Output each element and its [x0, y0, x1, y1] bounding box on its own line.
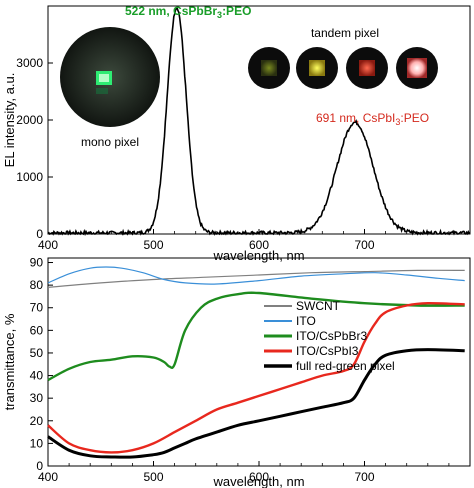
- top-y-tick-label: 2000: [16, 113, 43, 127]
- tandem-pixel-red-icon: [346, 47, 388, 89]
- bottom-x-tick-label: 600: [249, 470, 269, 484]
- tandem-pixel-dim-green-icon: [248, 47, 290, 89]
- bottom-y-tick-label: 30: [30, 391, 44, 405]
- tandem-pixel-label: tandem pixel: [311, 26, 379, 40]
- legend: SWCNT ITO ITO/CsPbBr3 ITO/CsPbI3 full re…: [264, 299, 395, 373]
- tandem-pixel-yellow-icon: [296, 47, 338, 89]
- legend-label-swcnt: SWCNT: [296, 299, 341, 313]
- top-y-ticks: 0 1000 2000 3000: [16, 56, 53, 241]
- top-x-tick-label: 500: [143, 238, 163, 252]
- series-ito-cspbi3: [47, 301, 465, 454]
- transmittance-series-group: [47, 266, 465, 459]
- bottom-y-axis-label: transmittance, %: [2, 313, 17, 410]
- el-spectrum-series: [47, 6, 471, 237]
- top-x-tick-label: 600: [249, 238, 269, 252]
- bottom-y-tick-label: 40: [30, 369, 44, 383]
- bottom-y-ticks: 0 10 20 30 40 50 60 70 80 90: [30, 256, 53, 473]
- top-y-tick-label: 0: [36, 227, 43, 241]
- series-full-pixel: [47, 348, 465, 459]
- bottom-x-tick-label: 700: [354, 470, 374, 484]
- bottom-x-tick-label: 500: [143, 470, 163, 484]
- bottom-y-tick-label: 70: [30, 301, 44, 315]
- transmittance-chart: 400 500 600 700 0 10 20 30 40 50 60 70 80 90 wavelen…: [2, 256, 471, 488]
- bottom-x-tick-label: 400: [38, 470, 58, 484]
- bottom-y-tick-label: 60: [30, 323, 44, 337]
- bottom-plot-frame: [47, 257, 471, 467]
- green-peak-annotation: 522 nm, CsPbBr3:PEO: [125, 4, 251, 20]
- top-x-axis-label: wavelength, nm: [212, 248, 304, 263]
- mono-pixel-label: mono pixel: [81, 135, 139, 149]
- bottom-y-tick-label: 80: [30, 278, 44, 292]
- el-spectrum-chart: 400 500 600 700 0 1000 2000 3000 wavelength, n…: [2, 4, 471, 263]
- legend-label-full-pixel: full red-green pixel: [296, 359, 395, 373]
- top-x-tick-label: 700: [354, 238, 374, 252]
- bottom-y-tick-label: 20: [30, 414, 44, 428]
- bottom-y-tick-label: 50: [30, 346, 44, 360]
- top-y-axis-label: EL intensity, a.u.: [2, 73, 17, 168]
- red-peak-annotation: 691 nm, CsPbI3:PEO: [316, 111, 429, 127]
- series-ito-cspbbr3: [47, 291, 465, 382]
- tandem-pixel-pink-icon: [396, 47, 438, 89]
- bottom-y-tick-label: 90: [30, 256, 44, 270]
- series-ito: [47, 266, 465, 285]
- bottom-x-ticks: 400 500 600 700: [38, 461, 471, 484]
- top-y-tick-label: 1000: [16, 170, 43, 184]
- legend-label-ito-cspbi3: ITO/CsPbI3: [296, 344, 359, 358]
- mono-pixel-photo-icon: [60, 27, 160, 127]
- series-swcnt: [47, 269, 465, 288]
- bottom-y-tick-label: 10: [30, 436, 44, 450]
- legend-label-ito-cspbbr3: ITO/CsPbBr3: [296, 329, 367, 343]
- bottom-x-axis-label: wavelength, nm: [212, 474, 304, 488]
- bottom-y-tick-label: 0: [36, 459, 43, 473]
- top-y-tick-label: 3000: [16, 56, 43, 70]
- legend-label-ito: ITO: [296, 314, 316, 328]
- top-x-tick-label: 400: [38, 238, 58, 252]
